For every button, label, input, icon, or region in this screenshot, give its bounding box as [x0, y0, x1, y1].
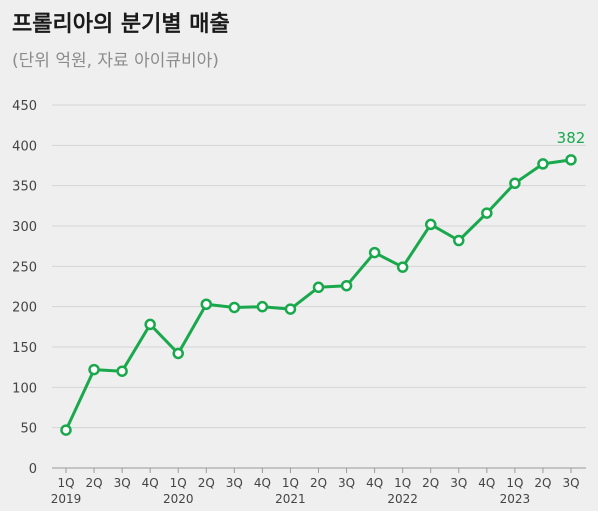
chart-subtitle: (단위 억원, 자료 아이큐비아): [12, 51, 219, 71]
series-points: [60, 154, 577, 436]
x-tick-label: 2Q: [422, 476, 439, 490]
y-tick-label: 300: [12, 220, 37, 235]
data-point: [228, 301, 241, 314]
x-year-label: 2023: [500, 492, 531, 506]
data-point: [284, 303, 297, 315]
x-tick-label: 3Q: [338, 476, 355, 490]
series-line: [64, 158, 573, 432]
data-point: [144, 318, 156, 331]
x-tick-label: 2Q: [310, 476, 327, 490]
data-point: [172, 347, 184, 360]
x-axis-ticks: 1Q 2Q 3Q 4Q 1Q 2Q 3Q 4Q 1Q 2Q 3Q 4Q 1Q 2Q 3Q 4Q 1Q 2Q 3Q 20…: [51, 468, 580, 506]
x-tick-label: 2Q: [198, 476, 215, 490]
y-tick-label: 100: [12, 381, 37, 396]
y-tick-label: 450: [12, 99, 37, 114]
y-axis-ticks: 0 50 100 150 200 250 300 350 400 450: [12, 99, 37, 477]
x-year-label: 2022: [387, 492, 418, 506]
x-tick-label: 4Q: [254, 476, 271, 490]
x-year-label: 2019: [51, 492, 82, 506]
x-tick-label: 1Q: [57, 476, 74, 490]
x-tick-label: 3Q: [226, 476, 243, 490]
data-point: [396, 261, 409, 273]
data-point: [424, 218, 437, 231]
data-point: [200, 298, 213, 310]
data-point: [537, 158, 549, 170]
data-labels: 382: [557, 129, 586, 147]
x-tick-label: 4Q: [366, 476, 383, 490]
x-tick-label: 4Q: [478, 476, 495, 490]
x-tick-label: 1Q: [506, 476, 523, 490]
data-point: [88, 363, 100, 376]
data-point: [565, 154, 577, 166]
y-tick-label: 200: [12, 301, 37, 316]
x-year-label: 2021: [275, 492, 306, 506]
data-point: [256, 300, 269, 313]
x-tick-label: 1Q: [170, 476, 187, 490]
data-label-last: 382: [557, 129, 586, 147]
x-tick-label: 4Q: [142, 476, 159, 490]
y-tick-label: 0: [29, 462, 37, 477]
series-line-path: [64, 158, 573, 432]
y-tick-label: 350: [12, 180, 37, 195]
data-point: [340, 279, 353, 292]
data-point: [481, 207, 493, 219]
y-tick-label: 400: [12, 139, 37, 154]
y-tick-label: 250: [12, 260, 37, 275]
data-point: [453, 234, 465, 247]
y-tick-label: 50: [20, 422, 37, 437]
x-tick-label: 2Q: [86, 476, 103, 490]
x-tick-label: 3Q: [114, 476, 131, 490]
data-point: [509, 177, 521, 189]
chart-title: 프롤리아의 분기별 매출: [12, 12, 230, 37]
y-tick-label: 150: [12, 341, 37, 356]
x-tick-label: 3Q: [450, 476, 467, 490]
x-year-label: 2020: [163, 492, 194, 506]
x-tick-label: 3Q: [562, 476, 579, 490]
x-tick-label: 2Q: [534, 476, 551, 490]
data-point: [60, 424, 72, 436]
data-point: [116, 365, 128, 377]
data-point: [312, 281, 325, 294]
data-point: [368, 246, 381, 259]
x-tick-label: 1Q: [394, 476, 411, 490]
x-tick-label: 1Q: [282, 476, 299, 490]
